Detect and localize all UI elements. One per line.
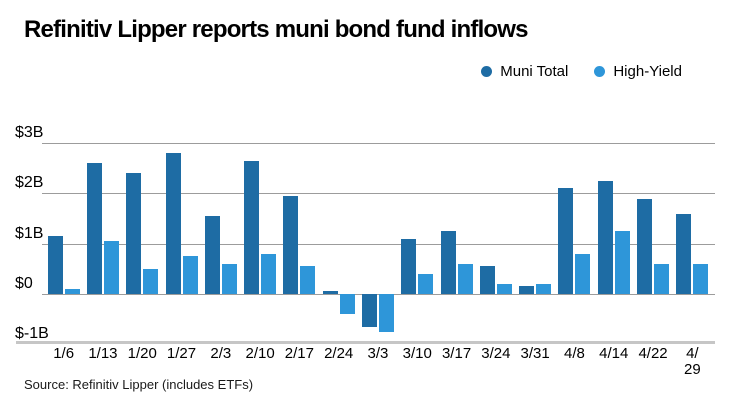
bar-group <box>162 143 201 344</box>
bar-group <box>594 143 633 344</box>
bar-muni-total <box>440 231 456 294</box>
x-tick-label: 3/31 <box>520 345 550 362</box>
bar-muni-total <box>165 153 181 294</box>
bar-high-yield <box>614 231 630 294</box>
bar-muni-total <box>519 286 535 294</box>
bar-high-yield <box>221 264 237 294</box>
bar-group <box>516 143 555 344</box>
y-tick-label: $0 <box>15 275 33 292</box>
bar-group <box>633 143 672 344</box>
x-axis-line <box>16 341 715 344</box>
y-tick-label: $3B <box>15 124 44 141</box>
bar-group <box>476 143 515 344</box>
y-tick-label: $2B <box>15 174 44 191</box>
bar-muni-total <box>361 294 377 327</box>
bar-muni-total <box>47 236 63 294</box>
bar-muni-total <box>401 239 417 294</box>
legend-item-high-yield: High-Yield <box>594 63 682 80</box>
bar-group <box>437 143 476 344</box>
gridline <box>42 193 715 194</box>
bar-muni-total <box>322 291 338 294</box>
x-tick-label: 1/6 <box>53 345 75 362</box>
bar-muni-total <box>283 196 299 294</box>
legend-dot-muni-total-icon <box>481 66 493 77</box>
bar-high-yield <box>300 266 316 294</box>
y-tick-label: $1B <box>15 225 44 242</box>
bar-high-yield <box>693 264 709 294</box>
bar-group <box>555 143 594 344</box>
bar-high-yield <box>654 264 670 294</box>
bar-high-yield <box>378 294 394 332</box>
bar-group <box>319 143 358 344</box>
bar-high-yield <box>182 256 198 294</box>
bar-group <box>358 143 397 344</box>
bar-group <box>201 143 240 344</box>
bar-muni-total <box>126 173 142 294</box>
legend: Muni Total High-Yield <box>481 63 682 80</box>
bar-muni-total <box>637 199 653 294</box>
plot-area: 1/6 1/13 1/20 1/27 2/3 2/10 2/17 2/24 3/3 3/10 3/1… <box>16 143 715 378</box>
x-tick-label: 2/24 <box>324 345 354 362</box>
bar-high-yield <box>575 254 591 294</box>
bar-muni-total <box>479 266 495 294</box>
chart-title: Refinitiv Lipper reports muni bond fund … <box>24 16 529 43</box>
x-tick-label: 2/3 <box>210 345 232 362</box>
x-tick-label: 1/20 <box>127 345 157 362</box>
source-note: Source: Refinitiv Lipper (includes ETFs) <box>24 377 254 392</box>
x-tick-label: 1/27 <box>166 345 197 362</box>
bar-high-yield <box>418 274 434 294</box>
bar-group <box>240 143 279 344</box>
bar-group <box>280 143 319 344</box>
bar-group <box>44 143 83 344</box>
x-tick-label: 1/13 <box>88 345 118 362</box>
bar-high-yield <box>64 289 80 294</box>
legend-item-muni-total: Muni Total <box>481 63 568 80</box>
bar-high-yield <box>496 284 512 294</box>
bar-group <box>83 143 122 344</box>
bar-muni-total <box>244 161 260 294</box>
gridline <box>42 294 715 295</box>
bar-high-yield <box>261 254 277 294</box>
gridline <box>42 244 715 245</box>
bar-muni-total <box>597 181 613 294</box>
bar-group <box>673 143 712 344</box>
bar-muni-total <box>558 188 574 294</box>
x-tick-label: 4/22 <box>638 345 668 362</box>
bar-group <box>398 143 437 344</box>
bar-high-yield <box>143 269 159 294</box>
bar-high-yield <box>339 294 355 314</box>
legend-dot-high-yield-icon <box>594 66 606 77</box>
bar-group <box>123 143 162 344</box>
bar-high-yield <box>103 241 119 294</box>
x-tick-label: 4/8 <box>564 345 585 362</box>
x-tick-label: 3/3 <box>367 345 389 362</box>
y-tick-label: $-1B <box>15 325 49 342</box>
x-tick-label: 2/10 <box>245 345 275 362</box>
bar-muni-total <box>676 214 692 294</box>
x-tick-label: 4/14 <box>599 345 629 362</box>
x-tick-label: 3/24 <box>481 345 511 362</box>
gridline <box>42 143 715 144</box>
x-tick-label: 3/10 <box>402 345 432 362</box>
bar-muni-total <box>86 163 102 294</box>
bar-high-yield <box>457 264 473 294</box>
x-tick-label: 2/17 <box>284 345 314 362</box>
bar-high-yield <box>536 284 552 294</box>
legend-label-muni-total: Muni Total <box>500 63 569 80</box>
x-tick-label: 4/ 29 <box>684 345 701 378</box>
x-tick-label: 3/17 <box>441 345 472 362</box>
legend-label-high-yield: High-Yield <box>613 63 682 80</box>
bar-muni-total <box>204 216 220 294</box>
